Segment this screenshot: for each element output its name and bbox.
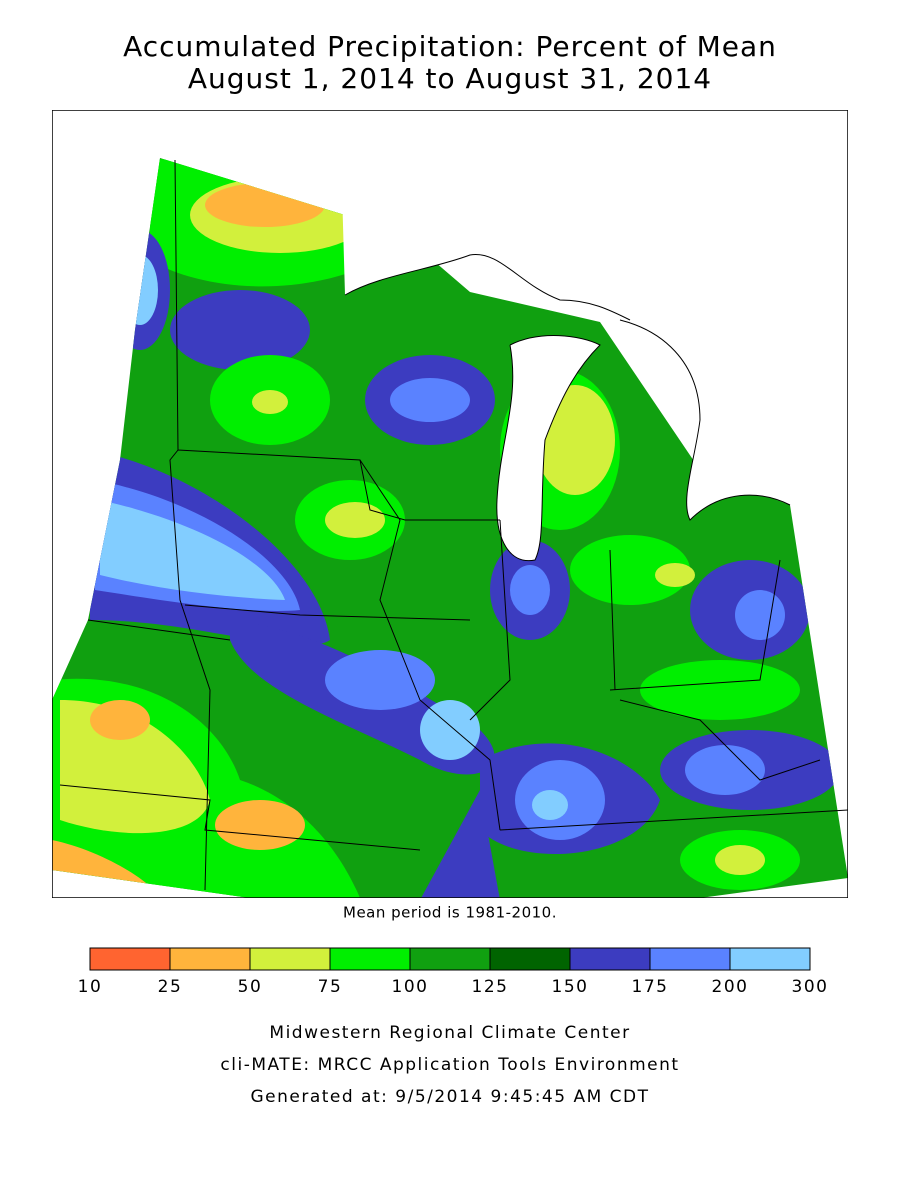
legend-swatch [329, 947, 411, 971]
legend-tick-label: 300 [792, 977, 829, 997]
footer: Midwestern Regional Climate Center cli-MA… [220, 1023, 679, 1107]
legend-swatch [729, 947, 811, 971]
legend: 10 25 50 75 100 125 150 175 200 300 [78, 947, 829, 997]
subtitle: August 1, 2014 to August 31, 2014 [188, 62, 712, 95]
footer-line: cli-MATE: MRCC Application Tools Environ… [220, 1055, 679, 1075]
legend-tick-label: 25 [158, 977, 183, 997]
legend-swatch [89, 947, 171, 971]
footer-line: Midwestern Regional Climate Center [269, 1023, 630, 1043]
legend-swatch [569, 947, 651, 971]
legend-tick-label: 50 [238, 977, 263, 997]
legend-swatch [409, 947, 491, 971]
legend-swatch [169, 947, 251, 971]
legend-tick-label: 125 [472, 977, 509, 997]
legend-tick-label: 175 [632, 977, 669, 997]
legend-swatch [489, 947, 571, 971]
legend-swatch [649, 947, 731, 971]
legend-tick-label: 150 [552, 977, 589, 997]
map-note: Mean period is 1981-2010. [343, 904, 557, 922]
legend-tick-label: 100 [392, 977, 429, 997]
title: Accumulated Precipitation: Percent of Me… [123, 30, 777, 63]
legend-tick-label: 75 [318, 977, 343, 997]
legend-tick-label: 10 [78, 977, 103, 997]
map [52, 110, 848, 898]
footer-line: Generated at: 9/5/2014 9:45:45 AM CDT [250, 1087, 649, 1107]
legend-tick-label: 200 [712, 977, 749, 997]
legend-swatch [249, 947, 331, 971]
